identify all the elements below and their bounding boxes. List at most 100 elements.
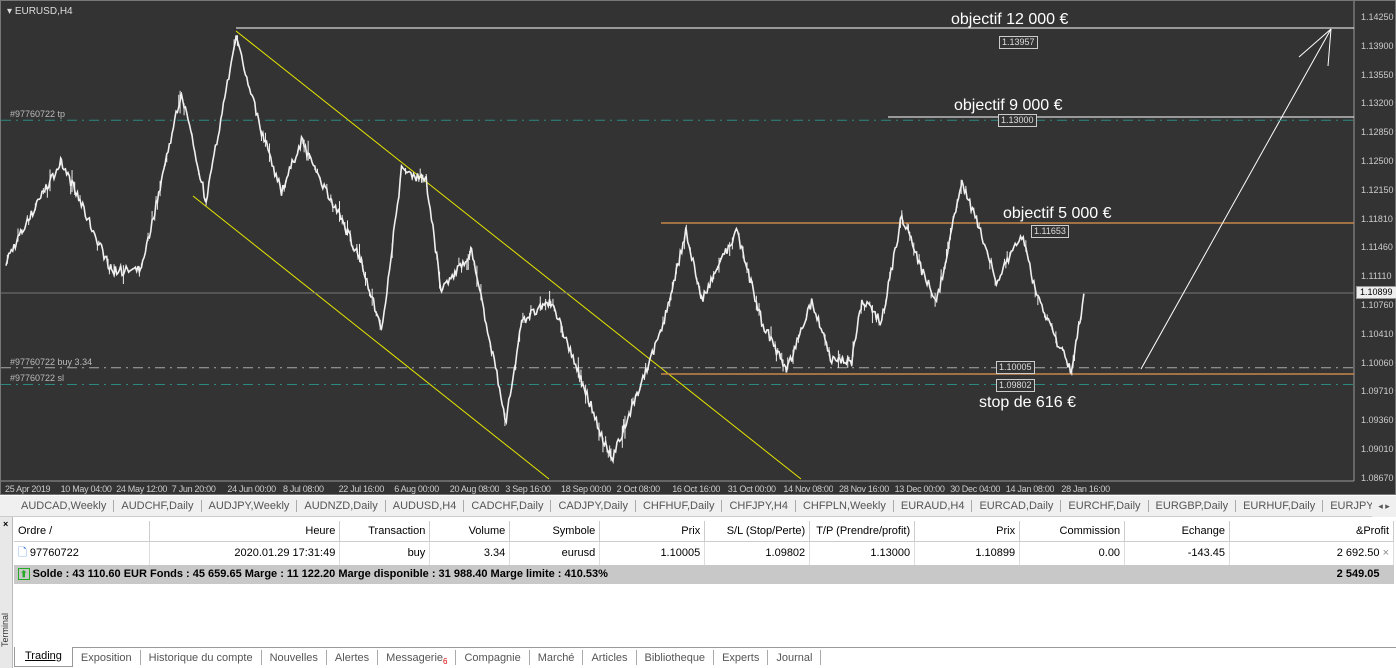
time-tick-label: 31 Oct 00:00 bbox=[727, 484, 776, 494]
symbol-tab[interactable]: CADCHF,Daily bbox=[464, 500, 552, 512]
price-chart[interactable]: ▾ EURUSD,H4 #97760722 tp #97760722 buy 3… bbox=[0, 0, 1396, 495]
cell-value: 3.34 bbox=[483, 547, 506, 559]
symbol-tab[interactable]: EURAUD,H4 bbox=[894, 500, 973, 512]
time-tick-label: 24 May 12:00 bbox=[116, 484, 168, 494]
tp-level-label: #97760722 tp bbox=[10, 109, 66, 120]
channel-upper-line[interactable] bbox=[235, 30, 802, 480]
column-header[interactable]: Ordre / bbox=[14, 521, 151, 542]
column-header[interactable]: Transaction bbox=[339, 521, 431, 542]
time-tick-label: 25 Apr 2019 bbox=[5, 484, 51, 494]
chart-canvas[interactable] bbox=[1, 1, 1396, 496]
tab-label: Marché bbox=[537, 652, 575, 664]
symbol-tab[interactable]: EURJPY,H1 bbox=[1323, 500, 1372, 512]
symbol-tab[interactable]: EURHUF,Daily bbox=[1236, 500, 1324, 512]
symbol-tab[interactable]: AUDNZD,Daily bbox=[297, 500, 386, 512]
order-icon: 🗋 bbox=[18, 546, 30, 559]
total-profit: 2 549.05 bbox=[1229, 564, 1394, 584]
objective-9000-text: objectif 9 000 € bbox=[954, 97, 1063, 114]
terminal-side-strip: × Terminal bbox=[0, 517, 13, 668]
column-header[interactable]: T/P (Prendre/profit) bbox=[809, 521, 916, 542]
terminal-tab-nouvelles[interactable]: Nouvelles bbox=[262, 650, 327, 665]
column-header[interactable]: Commission bbox=[1019, 521, 1126, 542]
terminal-tab-compagnie[interactable]: Compagnie bbox=[456, 650, 530, 665]
target-arrow[interactable] bbox=[1140, 28, 1332, 370]
close-order-icon[interactable]: × bbox=[1379, 547, 1389, 559]
terminal-tab-alertes[interactable]: Alertes bbox=[327, 650, 379, 665]
time-tick-label: 24 Jun 00:00 bbox=[227, 484, 276, 494]
stop-text: stop de 616 € bbox=[979, 394, 1076, 411]
tab-label: Compagnie bbox=[464, 652, 521, 664]
table-cell: buy bbox=[339, 541, 431, 565]
column-header[interactable]: Volume bbox=[429, 521, 511, 542]
time-tick-label: 30 Dec 04:00 bbox=[950, 484, 1001, 494]
table-cell: eurusd bbox=[509, 541, 601, 565]
price-label-box: 1.13957 bbox=[999, 36, 1038, 49]
table-cell: -143.45 bbox=[1124, 541, 1231, 565]
terminal-tab-exposition[interactable]: Exposition bbox=[73, 650, 141, 665]
table-header-row: Ordre / Heure Transaction Volume Symbole Prix… bbox=[14, 521, 1394, 542]
chart-symbol-title[interactable]: ▾ EURUSD,H4 bbox=[7, 6, 73, 17]
cell-value: 2020.01.29 17:31:49 bbox=[234, 547, 336, 559]
column-header[interactable]: Symbole bbox=[509, 521, 601, 542]
cell-value: 1.13000 bbox=[870, 547, 911, 559]
tab-label: Bibliotheque bbox=[644, 652, 706, 664]
column-header[interactable]: &Profit bbox=[1229, 521, 1394, 542]
column-header[interactable]: Echange bbox=[1124, 521, 1231, 542]
objective-5000-text: objectif 5 000 € bbox=[1003, 205, 1112, 222]
terminal-tab-marché[interactable]: Marché bbox=[530, 650, 584, 665]
cell-value: -143.45 bbox=[1187, 547, 1226, 559]
symbol-tab[interactable]: CHFJPY,H4 bbox=[722, 500, 796, 512]
terminal-label: Terminal bbox=[0, 612, 10, 647]
symbol-tab[interactable]: AUDCHF,Daily bbox=[114, 500, 202, 512]
terminal-tab-trading[interactable]: Trading bbox=[14, 647, 73, 667]
symbol-tab[interactable]: AUDJPY,Weekly bbox=[202, 500, 298, 512]
time-tick-label: 22 Jul 16:00 bbox=[338, 484, 385, 494]
tab-scroll-arrows[interactable]: ◂ ▸ bbox=[1372, 496, 1396, 517]
symbol-tab[interactable]: EURCHF,Daily bbox=[1061, 500, 1149, 512]
time-tick-label: 28 Jan 16:00 bbox=[1061, 484, 1110, 494]
column-header[interactable]: Prix bbox=[599, 521, 706, 542]
close-terminal-icon[interactable]: × bbox=[3, 519, 9, 529]
tab-label: Trading bbox=[25, 650, 62, 662]
table-cell: 1.09802 bbox=[704, 541, 811, 565]
terminal-tabs: Trading Exposition Historique du compte Nou… bbox=[14, 647, 1396, 668]
objective-12000-text: objectif 12 000 € bbox=[951, 11, 1069, 28]
column-header[interactable]: Heure bbox=[149, 521, 341, 542]
symbol-tab[interactable]: CHFPLN,Weekly bbox=[796, 500, 894, 512]
price-tick-label: 1.13200 bbox=[1361, 98, 1394, 109]
terminal-tab-experts[interactable]: Experts bbox=[714, 650, 769, 665]
terminal-tab-articles[interactable]: Articles bbox=[583, 650, 637, 665]
cell-value: 1.10005 bbox=[660, 547, 701, 559]
terminal-tab-journal[interactable]: Journal bbox=[768, 650, 822, 665]
buy-level-label: #97760722 buy 3.34 bbox=[10, 356, 93, 367]
price-tick-label: 1.12850 bbox=[1361, 127, 1394, 138]
price-series bbox=[5, 35, 1085, 465]
symbol-tab[interactable]: EURGBP,Daily bbox=[1149, 500, 1237, 512]
terminal-tab-messagerie[interactable]: Messagerie6 bbox=[378, 650, 457, 666]
table-cell: 2 692.50 × bbox=[1229, 541, 1394, 565]
symbol-tab[interactable]: CADJPY,Daily bbox=[551, 500, 636, 512]
cell-value: 1.10899 bbox=[975, 547, 1016, 559]
symbol-tabs-bar: AUDCAD,Weekly AUDCHF,Daily AUDJPY,Weekly AU… bbox=[0, 496, 1372, 517]
current-price-tag: 1.10899 bbox=[1356, 286, 1396, 299]
terminal-tab-bibliotheque[interactable]: Bibliotheque bbox=[637, 650, 715, 665]
terminal-tab-historique-du-compte[interactable]: Historique du compte bbox=[141, 650, 262, 665]
table-cell: 1.10899 bbox=[914, 541, 1021, 565]
channel-lower-line[interactable] bbox=[192, 195, 550, 480]
table-cell: 2020.01.29 17:31:49 bbox=[149, 541, 341, 565]
column-header[interactable]: Prix bbox=[914, 521, 1021, 542]
price-tick-label: 1.10760 bbox=[1361, 300, 1394, 310]
table-row[interactable]: 🗋 97760722 2020.01.29 17:31:49 buy 3.34 euru… bbox=[14, 541, 1394, 565]
column-header[interactable]: S/L (Stop/Perte) bbox=[704, 521, 811, 542]
symbol-tab[interactable]: EURCAD,Daily bbox=[972, 500, 1062, 512]
cell-value: eurusd bbox=[561, 547, 596, 559]
symbol-tab[interactable]: AUDCAD,Weekly bbox=[14, 500, 115, 512]
price-tick-label: 1.13550 bbox=[1361, 69, 1394, 80]
price-tick-label: 1.12150 bbox=[1361, 184, 1394, 195]
symbol-tab[interactable]: CHFHUF,Daily bbox=[636, 500, 723, 512]
price-tick-label: 1.12500 bbox=[1361, 156, 1394, 166]
symbol-tab[interactable]: AUDUSD,H4 bbox=[386, 500, 465, 512]
price-label-box: 1.11653 bbox=[1031, 225, 1069, 238]
time-tick-label: 20 Aug 08:00 bbox=[449, 484, 500, 494]
tab-label: Journal bbox=[776, 652, 813, 664]
